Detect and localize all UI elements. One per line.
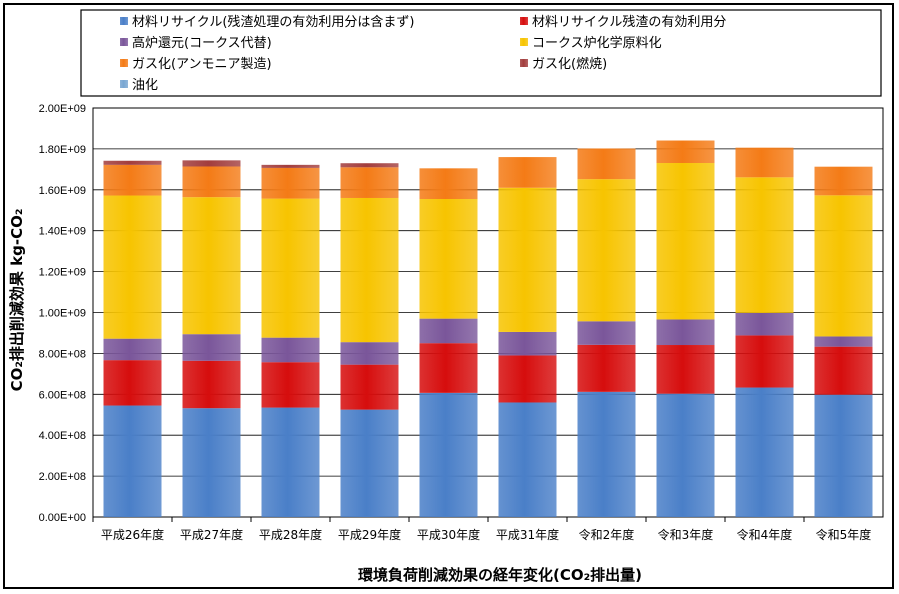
- bar-segment: [261, 407, 320, 517]
- y-tick-label: 2.00E+09: [39, 103, 86, 115]
- bar-segment: [419, 343, 478, 393]
- y-tick-label: 1.40E+09: [39, 226, 86, 238]
- bar-segment: [103, 360, 162, 406]
- legend-label: 材料リサイクル残渣の有効利用分: [532, 15, 726, 30]
- bar-segment: [577, 344, 636, 392]
- legend-box: [80, 9, 882, 97]
- bar-segment: [735, 177, 794, 313]
- y-tick-labels: 0.00E+00 2.00E+08 4.00E+08 6.00E+08 8.00E+08…: [39, 103, 86, 524]
- bar-segment: [814, 346, 873, 395]
- legend: 材料リサイクル(残渣処理の有効利用分は含まず) 材料リサイクル残渣の有効利用分高炉…: [120, 14, 726, 93]
- bar-segment: [814, 195, 873, 337]
- legend-swatch: [520, 59, 528, 67]
- x-tick-label: 令和4年度: [737, 527, 793, 542]
- bar-segment: [814, 336, 873, 347]
- bar-segment: [814, 394, 873, 517]
- legend-label: 高炉還元(コークス代替): [132, 35, 272, 51]
- y-tick-label: 1.00E+09: [39, 308, 86, 320]
- bar-segment: [182, 334, 241, 361]
- bar-segment: [498, 402, 557, 517]
- bar-segment: [735, 387, 794, 517]
- x-tick-labels: 平成26年度 平成27年度 平成28年度 平成29年度 平成30年度 平成31年度 令和2年…: [92, 517, 872, 542]
- bar-segment: [182, 360, 241, 409]
- bar-segment: [103, 164, 162, 196]
- bar-segment: [340, 342, 399, 365]
- bar-segment: [103, 195, 162, 339]
- x-tick-label: 令和5年度: [816, 527, 872, 542]
- bar-segment: [656, 393, 715, 517]
- y-tick-label: 2.00E+08: [39, 471, 86, 483]
- y-tick-label: 4.00E+08: [39, 430, 86, 442]
- legend-label: 材料リサイクル(残渣処理の有効利用分は含まず): [132, 14, 415, 30]
- x-tick-label: 平成29年度: [338, 527, 401, 542]
- y-tick-label: 0.00E+00: [39, 512, 86, 524]
- legend-label: ガス化(アンモニア製造): [132, 57, 272, 72]
- x-tick-label: 平成26年度: [101, 527, 164, 542]
- x-tick-label: 令和2年度: [579, 527, 635, 542]
- x-tick-label: 平成31年度: [496, 527, 559, 542]
- bar-segment: [261, 337, 320, 363]
- y-axis-label: CO₂排出削減効果 kg-CO₂: [8, 209, 26, 392]
- bar-segment: [103, 160, 162, 165]
- bar-segment: [577, 179, 636, 322]
- bar-segment: [261, 164, 320, 168]
- legend-label: コークス炉化学原料化: [532, 35, 662, 51]
- bar-segment: [261, 198, 320, 338]
- legend-swatch: [120, 59, 128, 67]
- y-tick-label: 1.80E+09: [39, 144, 86, 156]
- bar-segment: [656, 140, 715, 164]
- legend-label: ガス化(燃焼): [532, 56, 607, 72]
- bar-segment: [340, 364, 399, 410]
- bar-segment: [735, 335, 794, 388]
- bar-segment: [419, 199, 478, 319]
- bar-segment: [340, 409, 399, 517]
- x-tick-label: 平成30年度: [417, 527, 480, 542]
- legend-swatch: [120, 17, 128, 25]
- y-tick-label: 8.00E+08: [39, 348, 86, 360]
- bar-segment: [261, 167, 320, 199]
- bar-segment: [419, 318, 478, 344]
- bar-segment: [419, 168, 478, 200]
- x-tick-label: 平成28年度: [259, 527, 322, 542]
- bar-segment: [419, 392, 478, 517]
- x-tick-label: 平成27年度: [180, 527, 243, 542]
- bar-segment: [103, 338, 162, 361]
- y-tick-label: 1.20E+09: [39, 267, 86, 279]
- legend-swatch: [520, 38, 528, 46]
- bar-segment: [340, 197, 399, 343]
- bar-segment: [577, 321, 636, 345]
- bar-segment: [656, 163, 715, 320]
- legend-label: 油化: [132, 78, 158, 93]
- bar-segment: [103, 405, 162, 517]
- bars: [103, 140, 873, 517]
- x-axis-label: 環境負荷削減効果の経年変化(CO₂排出量): [358, 566, 642, 584]
- legend-swatch: [120, 80, 128, 88]
- bar-segment: [577, 391, 636, 517]
- legend-swatch: [520, 17, 528, 25]
- bar-segment: [656, 345, 715, 394]
- x-tick-label: 令和3年度: [658, 527, 714, 542]
- bar-segment: [735, 312, 794, 336]
- bar-segment: [182, 160, 241, 167]
- bar-segment: [340, 163, 399, 168]
- bar-segment: [498, 355, 557, 403]
- legend-swatch: [120, 38, 128, 46]
- bar-segment: [656, 319, 715, 346]
- bar-segment: [735, 147, 794, 178]
- bar-segment: [498, 157, 557, 188]
- bar-segment: [577, 148, 636, 180]
- y-tick-label: 6.00E+08: [39, 389, 86, 401]
- bar-segment: [261, 362, 320, 408]
- bar-segment: [498, 187, 557, 332]
- bar-segment: [814, 166, 873, 196]
- y-tick-label: 1.60E+09: [39, 185, 86, 197]
- bar-segment: [182, 166, 241, 198]
- bar-segment: [340, 167, 399, 198]
- bar-segment: [182, 197, 241, 335]
- bar-segment: [498, 331, 557, 356]
- bar-segment: [182, 408, 241, 517]
